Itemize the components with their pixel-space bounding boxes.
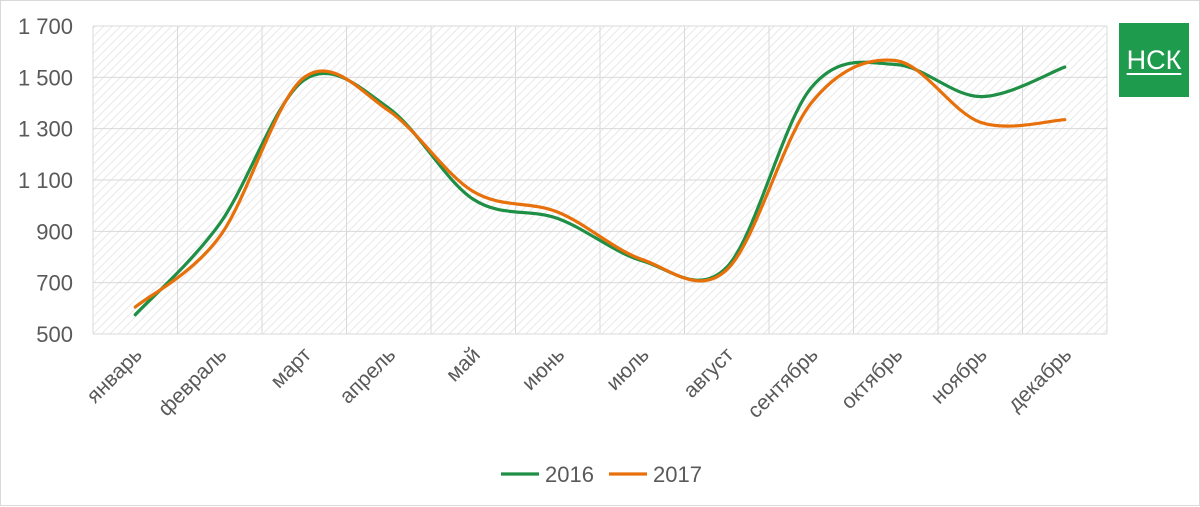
y-axis: 500 700 900 1 100 1 300 1 500 1 700 xyxy=(18,14,73,347)
y-tick-label: 1 100 xyxy=(18,168,73,193)
x-tick-label: январь xyxy=(82,343,147,408)
y-tick-label: 700 xyxy=(36,271,73,296)
y-tick-label: 500 xyxy=(36,322,73,347)
series-lines xyxy=(133,58,1067,317)
x-tick-label: май xyxy=(442,343,485,386)
legend-label-2016: 2016 xyxy=(545,462,594,487)
grid-lines xyxy=(92,25,1108,335)
legend-label-2017: 2017 xyxy=(653,462,702,487)
y-tick-label: 900 xyxy=(36,219,73,244)
legend: 2016 2017 xyxy=(501,462,702,487)
logo-badge: НСК xyxy=(1119,23,1189,97)
logo-text: НСК xyxy=(1126,44,1182,75)
x-tick-label: июль xyxy=(602,343,654,395)
x-tick-label: август xyxy=(679,343,739,403)
x-axis: январь февраль март апрель май июнь июль август… xyxy=(82,343,1076,423)
x-tick-label: март xyxy=(266,343,316,393)
x-tick-label: апрель xyxy=(335,343,400,408)
y-tick-label: 1 300 xyxy=(18,117,73,142)
x-tick-label: октябрь xyxy=(837,343,908,414)
x-tick-label: июнь xyxy=(518,343,570,395)
y-tick-label: 1 500 xyxy=(18,65,73,90)
y-tick-label: 1 700 xyxy=(18,14,73,39)
x-tick-label: декабрь xyxy=(1004,343,1077,416)
x-tick-label: сентябрь xyxy=(743,343,823,423)
x-tick-label: ноябрь xyxy=(927,343,992,408)
series-line-2017 xyxy=(133,58,1067,309)
x-tick-label: февраль xyxy=(154,343,232,421)
